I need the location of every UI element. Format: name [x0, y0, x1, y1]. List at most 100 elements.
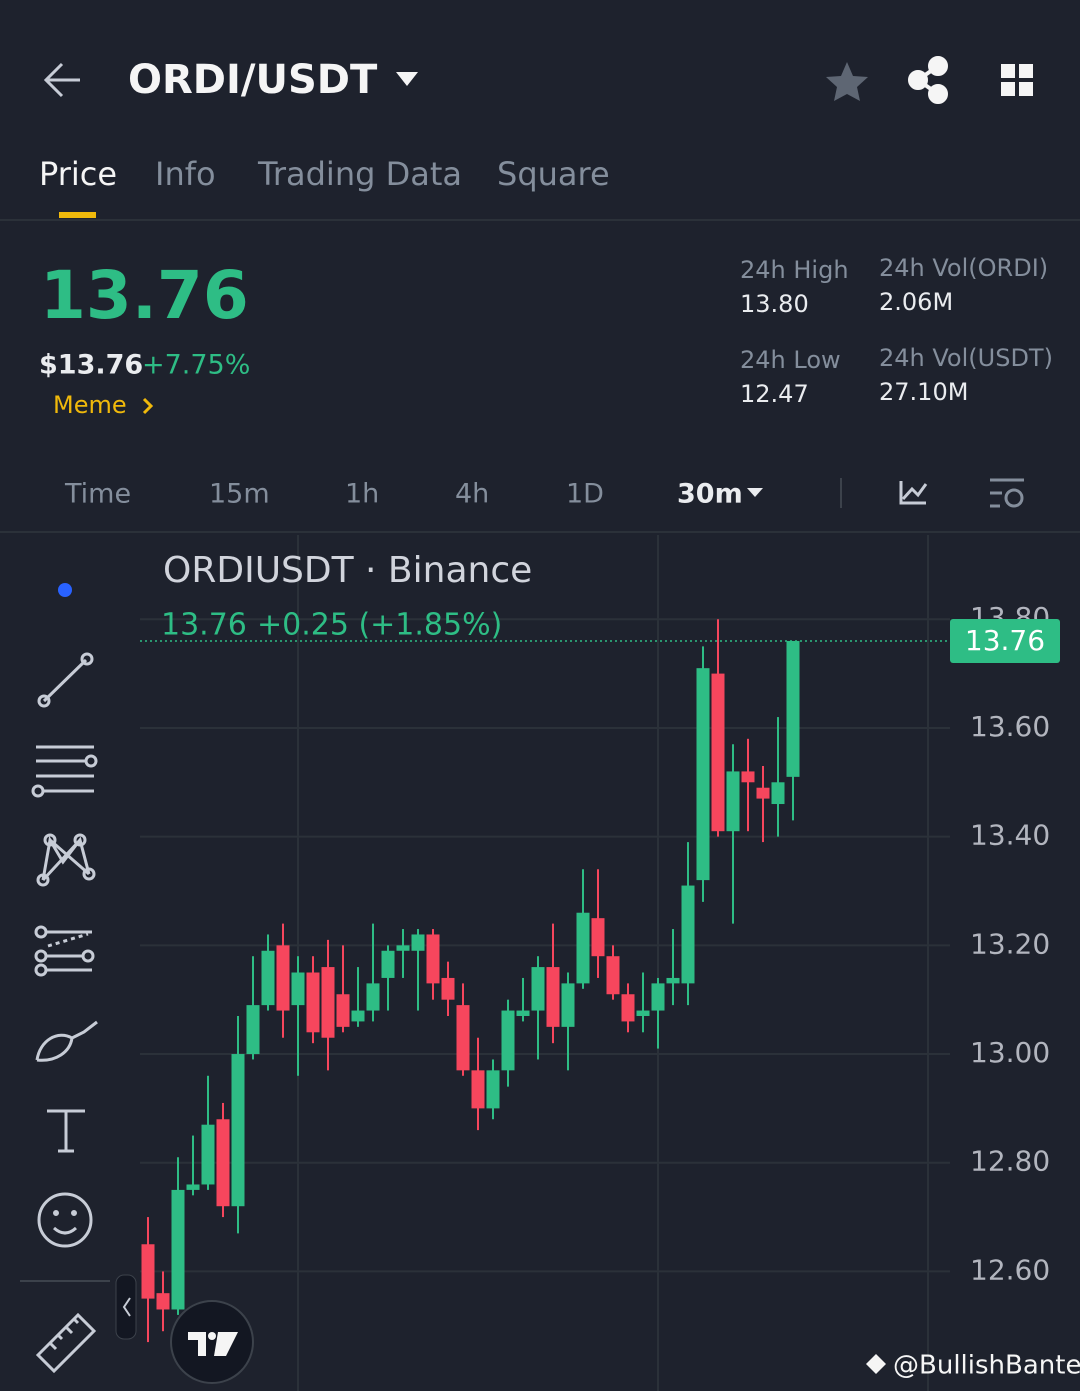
prediction-tool[interactable] — [34, 925, 95, 977]
candle-body — [306, 972, 320, 1033]
candle-body — [156, 1293, 170, 1310]
tag-arrow[interactable] — [142, 397, 154, 415]
y-tick-label: 13.40 — [970, 819, 1050, 852]
interval[interactable]: 15m — [209, 479, 270, 510]
interval[interactable]: Time — [64, 479, 131, 510]
last-price-box — [950, 618, 1060, 663]
tradingview-logo[interactable] — [170, 1300, 254, 1384]
candle-body — [216, 1119, 230, 1207]
stat-label: 24h High — [740, 256, 849, 284]
tag[interactable]: Meme — [53, 391, 127, 419]
candle-body — [441, 977, 455, 1000]
share-button[interactable] — [908, 56, 948, 104]
candle-body — [141, 1244, 155, 1299]
collapse-toolbar[interactable] — [115, 1274, 137, 1340]
tab-indicator — [59, 212, 96, 218]
chart-settings[interactable] — [990, 478, 1024, 508]
stat-label: 24h Vol(USDT) — [879, 344, 1053, 372]
candle-body — [741, 771, 755, 783]
interval[interactable]: 4h — [455, 479, 489, 510]
candle-body — [336, 994, 350, 1027]
tab[interactable]: Info — [155, 155, 216, 193]
candle-body — [171, 1189, 185, 1310]
candle-body — [276, 945, 290, 1011]
candle-body — [651, 983, 665, 1011]
candle-body — [411, 934, 425, 951]
candle-body — [501, 1010, 515, 1071]
y-tick-label: 12.60 — [970, 1253, 1050, 1286]
candle-body — [636, 1010, 650, 1016]
candle-body — [531, 967, 545, 1011]
candle-body — [381, 950, 395, 978]
candle-body — [711, 673, 725, 832]
usd-price: $13.76 — [39, 350, 143, 381]
legend-change: +0.25 (+1.85%) — [257, 608, 502, 643]
candle-body — [246, 1005, 260, 1055]
candle-body — [516, 1010, 530, 1016]
stat-label: 24h Low — [740, 346, 841, 374]
interval[interactable]: 1h — [345, 479, 379, 510]
interval[interactable]: 30m — [677, 479, 743, 510]
y-tick-label: 13.00 — [970, 1036, 1050, 1069]
fib-tool[interactable] — [31, 745, 98, 798]
candle-body — [396, 945, 410, 951]
symbol[interactable]: ORDI/USDT — [128, 57, 378, 103]
candle-body — [486, 1070, 500, 1109]
candle-body — [561, 983, 575, 1027]
candle-body — [756, 787, 770, 799]
trend-line-tool[interactable] — [37, 652, 94, 708]
tab[interactable]: Square — [497, 155, 610, 193]
candle-body — [186, 1184, 200, 1190]
last-price: 13.76 — [40, 257, 249, 334]
emoji-tool[interactable] — [37, 1192, 93, 1248]
y-tick-label: 13.60 — [970, 710, 1050, 743]
status-dot — [58, 583, 72, 597]
y-tick-label: 13.20 — [970, 927, 1050, 960]
interval-dropdown[interactable] — [747, 488, 763, 497]
candle-body — [351, 1010, 365, 1022]
candle-body — [726, 771, 740, 832]
candle-body — [606, 956, 620, 995]
interval[interactable]: 1D — [566, 479, 604, 510]
candle-body — [426, 934, 440, 984]
candle-body — [621, 994, 635, 1022]
candle-body — [591, 918, 605, 957]
candle-body — [546, 967, 560, 1027]
legend-price: 13.76 — [161, 608, 247, 643]
tab[interactable]: Price — [39, 155, 117, 193]
measure-tool[interactable] — [35, 1312, 97, 1374]
price-change: +7.75% — [142, 350, 250, 381]
candle-body — [291, 972, 305, 1006]
pattern-tool[interactable] — [36, 833, 96, 887]
stat-value: 27.10M — [879, 378, 968, 406]
stat-value: 2.06M — [879, 288, 953, 316]
last-price-label: 13.76 — [965, 624, 1045, 657]
candle-body — [366, 983, 380, 1011]
candle-body — [201, 1124, 215, 1185]
collapse-arrow[interactable] — [122, 1297, 131, 1317]
back-button[interactable] — [43, 62, 80, 98]
grid-menu[interactable] — [1001, 64, 1033, 96]
text-tool[interactable] — [47, 1109, 85, 1153]
stat-label: 24h Vol(ORDI) — [879, 254, 1048, 282]
tab[interactable]: Trading Data — [257, 155, 462, 193]
favorite-star[interactable] — [826, 62, 868, 101]
candle-body — [786, 640, 800, 777]
candle-body — [261, 950, 275, 1006]
stat-value: 13.80 — [740, 290, 809, 318]
symbol-dropdown[interactable] — [396, 72, 418, 86]
y-tick-label: 12.80 — [970, 1145, 1050, 1178]
stat-value: 12.47 — [740, 380, 809, 408]
candle-body — [471, 1070, 485, 1109]
brush-tool[interactable] — [35, 1020, 98, 1062]
indicator-button[interactable] — [899, 481, 928, 505]
candle-body — [681, 885, 695, 984]
candle-body — [696, 668, 710, 881]
watermark: @BullishBanter — [893, 1351, 1080, 1381]
candle-body — [456, 1005, 470, 1071]
candle-body — [576, 912, 590, 984]
candle-body — [231, 1054, 245, 1207]
